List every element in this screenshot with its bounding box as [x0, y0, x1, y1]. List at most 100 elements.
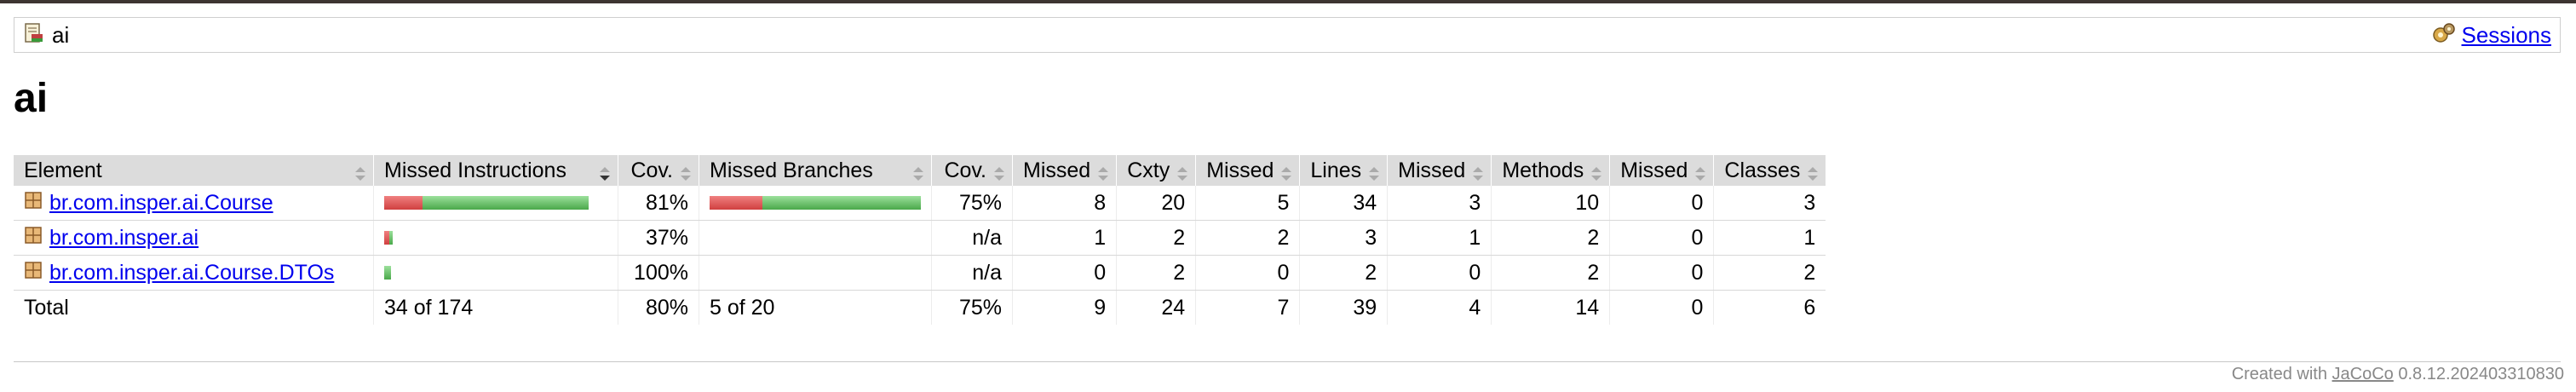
package-link[interactable]: br.com.insper.ai.Course — [49, 190, 273, 215]
total-lines: 39 — [1299, 290, 1388, 325]
table-footer: Total 34 of 174 80% 5 of 20 75% 9 24 7 3… — [14, 290, 1826, 325]
cxty-cell: 2 — [1116, 255, 1196, 291]
classes-cell: 3 — [1713, 186, 1826, 221]
missed-lines-cell: 5 — [1195, 186, 1300, 221]
total-instr: 34 of 174 — [373, 290, 618, 325]
page-title: ai — [14, 76, 49, 121]
classes-cell: 1 — [1713, 220, 1826, 256]
instr-missed-bar — [384, 196, 423, 210]
breadcrumb-right: Sessions — [2431, 18, 2552, 52]
sort-icon — [993, 163, 1005, 187]
element-cell: br.com.insper.ai.Course — [14, 186, 374, 221]
header-missed-instructions[interactable]: Missed Instructions — [373, 155, 618, 187]
instr-coverage-bar — [384, 266, 607, 280]
instr-coverage-bar — [384, 196, 607, 210]
total-cxty: 24 — [1116, 290, 1196, 325]
header-instr-cov[interactable]: Cov. — [618, 155, 699, 186]
total-missed-lines: 7 — [1195, 290, 1300, 325]
header-missed-cxty[interactable]: Missed — [1011, 155, 1117, 187]
header-element[interactable]: Element — [14, 155, 374, 186]
branch-coverage-bar — [710, 196, 921, 210]
methods-cell: 2 — [1491, 220, 1610, 256]
missed-classes-cell: 0 — [1609, 186, 1714, 221]
methods-cell: 2 — [1491, 255, 1610, 291]
missed-lines-cell: 2 — [1195, 220, 1300, 256]
header-cxty[interactable]: Cxty — [1116, 155, 1196, 186]
sort-icon — [1807, 163, 1819, 187]
footer-version: 0.8.12.202403310830 — [2398, 365, 2564, 383]
element-cell: br.com.insper.ai — [14, 220, 374, 256]
sort-icon — [1590, 163, 1602, 187]
package-link[interactable]: br.com.insper.ai — [49, 225, 199, 250]
branch-bar-cell — [699, 255, 932, 291]
branch-cov-cell: 75% — [931, 186, 1013, 221]
total-branch: 5 of 20 — [699, 290, 932, 325]
sort-icon — [1097, 163, 1109, 187]
footer-divider — [14, 361, 2561, 362]
package-icon — [24, 191, 43, 216]
instr-covered-bar — [423, 196, 589, 210]
table-header: Element Missed Instructions Cov. Missed … — [14, 155, 1826, 186]
instr-coverage-bar — [384, 231, 607, 245]
cxty-cell: 2 — [1116, 220, 1196, 256]
header-branch-cov[interactable]: Cov. — [931, 155, 1013, 187]
total-missed-classes: 0 — [1609, 290, 1714, 325]
session-icon — [2431, 21, 2457, 49]
instr-bar-cell — [373, 186, 618, 221]
package-icon — [24, 261, 43, 285]
sort-icon — [354, 163, 366, 187]
sessions-link[interactable]: Sessions — [2461, 21, 2552, 48]
header-row: Element Missed Instructions Cov. Missed … — [14, 155, 1826, 186]
report-icon — [23, 22, 45, 49]
jacoco-link[interactable]: JaCoCo — [2332, 365, 2394, 383]
total-methods: 14 — [1491, 290, 1610, 325]
instr-bar-cell — [373, 220, 618, 256]
missed-methods-cell: 3 — [1387, 186, 1492, 221]
package-icon — [24, 226, 43, 251]
missed-classes-cell: 0 — [1609, 220, 1714, 256]
classes-cell: 2 — [1713, 255, 1826, 291]
header-missed-classes[interactable]: Missed — [1609, 155, 1714, 187]
branch-cov-cell: n/a — [931, 255, 1013, 291]
instr-cov-cell: 37% — [618, 220, 699, 256]
branch-bar-cell — [699, 186, 932, 221]
total-row: Total 34 of 174 80% 5 of 20 75% 9 24 7 3… — [14, 290, 1826, 325]
total-label: Total — [24, 295, 69, 320]
instr-covered-bar — [389, 231, 393, 245]
sort-desc-icon — [599, 163, 611, 187]
element-cell: br.com.insper.ai.Course.DTOs — [14, 255, 374, 291]
table-body: br.com.insper.ai.Course 81% 75% 8 20 5 3 — [14, 186, 1826, 291]
sort-icon — [1472, 163, 1484, 187]
table-row: br.com.insper.ai.Course.DTOs 100% n/a 0 … — [14, 255, 1826, 291]
header-missed-methods[interactable]: Missed — [1387, 155, 1492, 187]
branch-bar-cell — [699, 220, 932, 256]
missed-classes-cell: 0 — [1609, 255, 1714, 291]
breadcrumb-title: ai — [52, 21, 70, 48]
total-missed-methods: 4 — [1387, 290, 1492, 325]
branch-missed-bar — [710, 196, 762, 210]
header-missed-lines[interactable]: Missed — [1195, 155, 1300, 187]
branch-covered-bar — [762, 196, 921, 210]
sort-icon — [680, 163, 692, 187]
instr-covered-bar — [384, 266, 391, 280]
total-missed-cxty: 9 — [1011, 290, 1117, 325]
header-classes[interactable]: Classes — [1713, 155, 1826, 187]
footer-prefix: Created with — [2231, 365, 2327, 383]
lines-cell: 2 — [1299, 255, 1388, 291]
missed-methods-cell: 0 — [1387, 255, 1492, 291]
sort-icon — [1280, 163, 1292, 187]
total-classes: 6 — [1713, 290, 1826, 325]
instr-cov-cell: 81% — [618, 186, 699, 221]
package-link[interactable]: br.com.insper.ai.Course.DTOs — [49, 260, 335, 285]
missed-lines-cell: 0 — [1195, 255, 1300, 291]
sort-icon — [1694, 163, 1706, 187]
table-row: br.com.insper.ai.Course 81% 75% 8 20 5 3 — [14, 186, 1826, 221]
header-methods[interactable]: Methods — [1491, 155, 1610, 187]
cxty-cell: 20 — [1116, 186, 1196, 221]
missed-cxty-cell: 0 — [1011, 255, 1117, 291]
header-missed-branches[interactable]: Missed Branches — [699, 155, 932, 186]
header-lines[interactable]: Lines — [1299, 155, 1388, 186]
instr-cov-cell: 100% — [618, 255, 699, 291]
footer: Created with JaCoCo 0.8.12.202403310830 — [2232, 365, 2564, 384]
table-row: br.com.insper.ai 37% n/a 1 2 2 3 1 2 0 1 — [14, 220, 1826, 256]
